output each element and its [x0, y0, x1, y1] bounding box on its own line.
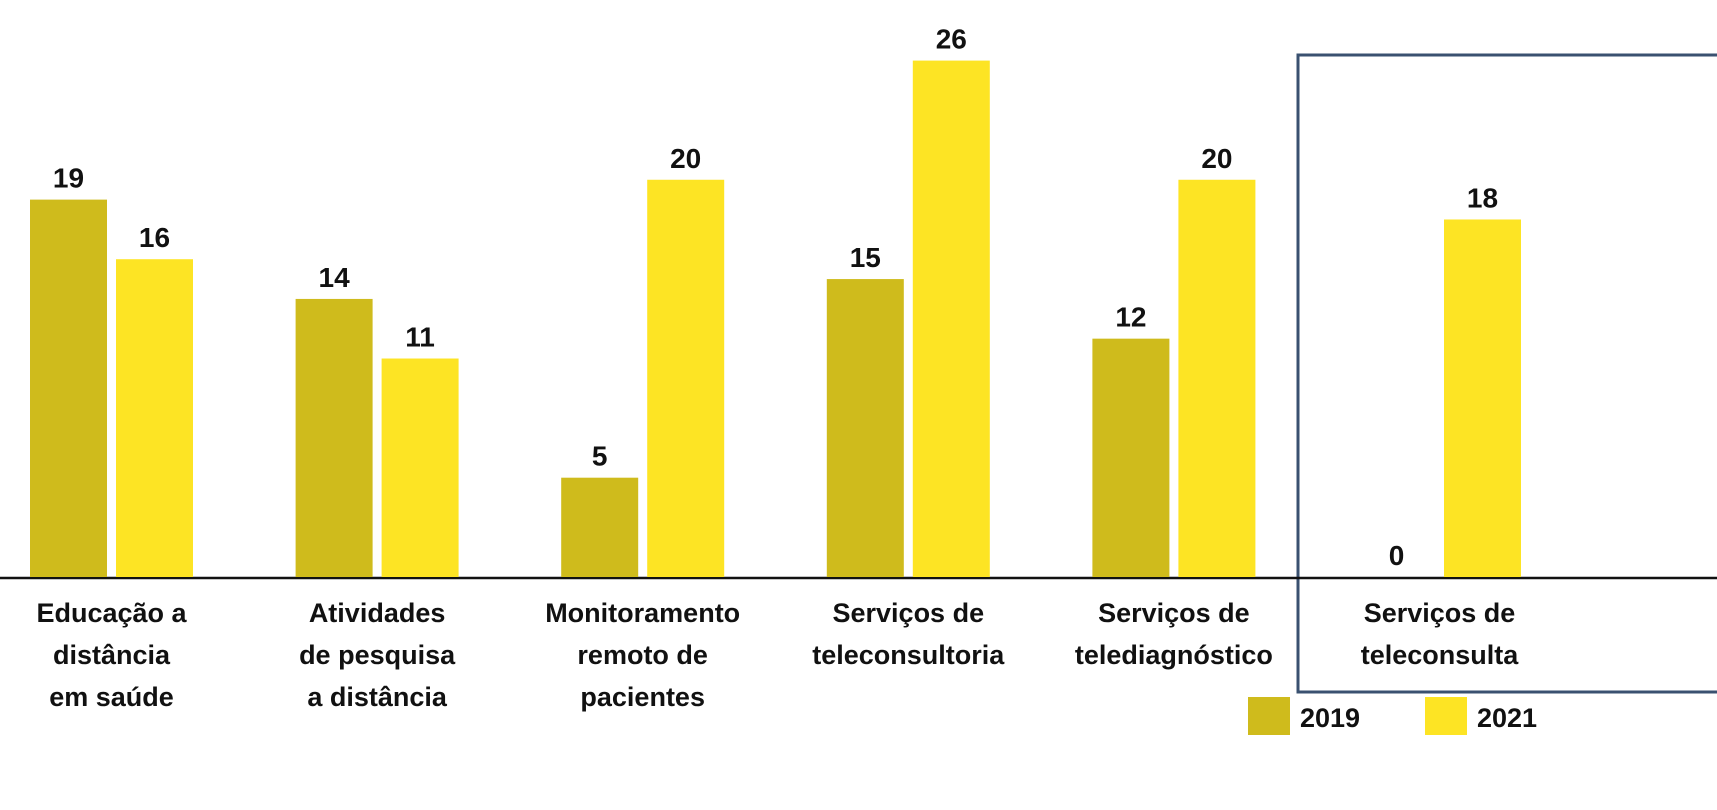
- x-tick-label: distância: [53, 640, 171, 670]
- bar: [561, 477, 639, 577]
- highlight-box: [1296, 53, 1717, 694]
- bar: [381, 358, 459, 577]
- x-tick-label: teleconsultoria: [812, 640, 1005, 670]
- x-tick-label: Serviços de: [833, 598, 985, 628]
- value-label: 19: [53, 163, 84, 194]
- value-label: 5: [592, 441, 608, 472]
- x-tick-label: Monitoramento: [545, 598, 740, 628]
- x-tick-label: Educação a: [36, 598, 187, 628]
- value-label: 20: [670, 143, 701, 174]
- value-label: 11: [405, 322, 435, 353]
- x-tick-label: Serviços de: [1364, 598, 1516, 628]
- legend-label: 2019: [1300, 703, 1360, 733]
- x-tick-label: pacientes: [580, 682, 705, 712]
- bar: [647, 179, 725, 578]
- x-tick-label: em saúde: [49, 682, 174, 712]
- value-label: 16: [139, 222, 170, 253]
- value-label: 15: [850, 242, 881, 273]
- bar: [295, 298, 373, 577]
- value-label: 18: [1467, 182, 1498, 213]
- x-tick-label: Serviços de: [1098, 598, 1250, 628]
- value-label: 14: [319, 262, 351, 293]
- bar: [912, 60, 990, 578]
- value-label: 12: [1115, 302, 1146, 333]
- legend-swatch: [1425, 697, 1467, 735]
- x-tick-label: remoto de: [577, 640, 708, 670]
- legend-swatch: [1248, 697, 1290, 735]
- bar: [826, 279, 904, 577]
- x-tick-label: teleconsulta: [1361, 640, 1520, 670]
- value-label: 0: [1389, 540, 1405, 571]
- bar: [30, 199, 107, 577]
- x-tick-label: telediagnóstico: [1075, 640, 1273, 670]
- legend-label: 2021: [1477, 703, 1537, 733]
- value-label: 26: [936, 24, 967, 55]
- bar: [1092, 338, 1170, 577]
- bar: [116, 259, 193, 577]
- value-label: 20: [1201, 143, 1232, 174]
- bar: [1444, 219, 1521, 577]
- bar: [1178, 179, 1256, 578]
- x-tick-label: a distância: [307, 682, 448, 712]
- x-tick-label: Atividades: [309, 598, 446, 628]
- x-tick-label: de pesquisa: [299, 640, 456, 670]
